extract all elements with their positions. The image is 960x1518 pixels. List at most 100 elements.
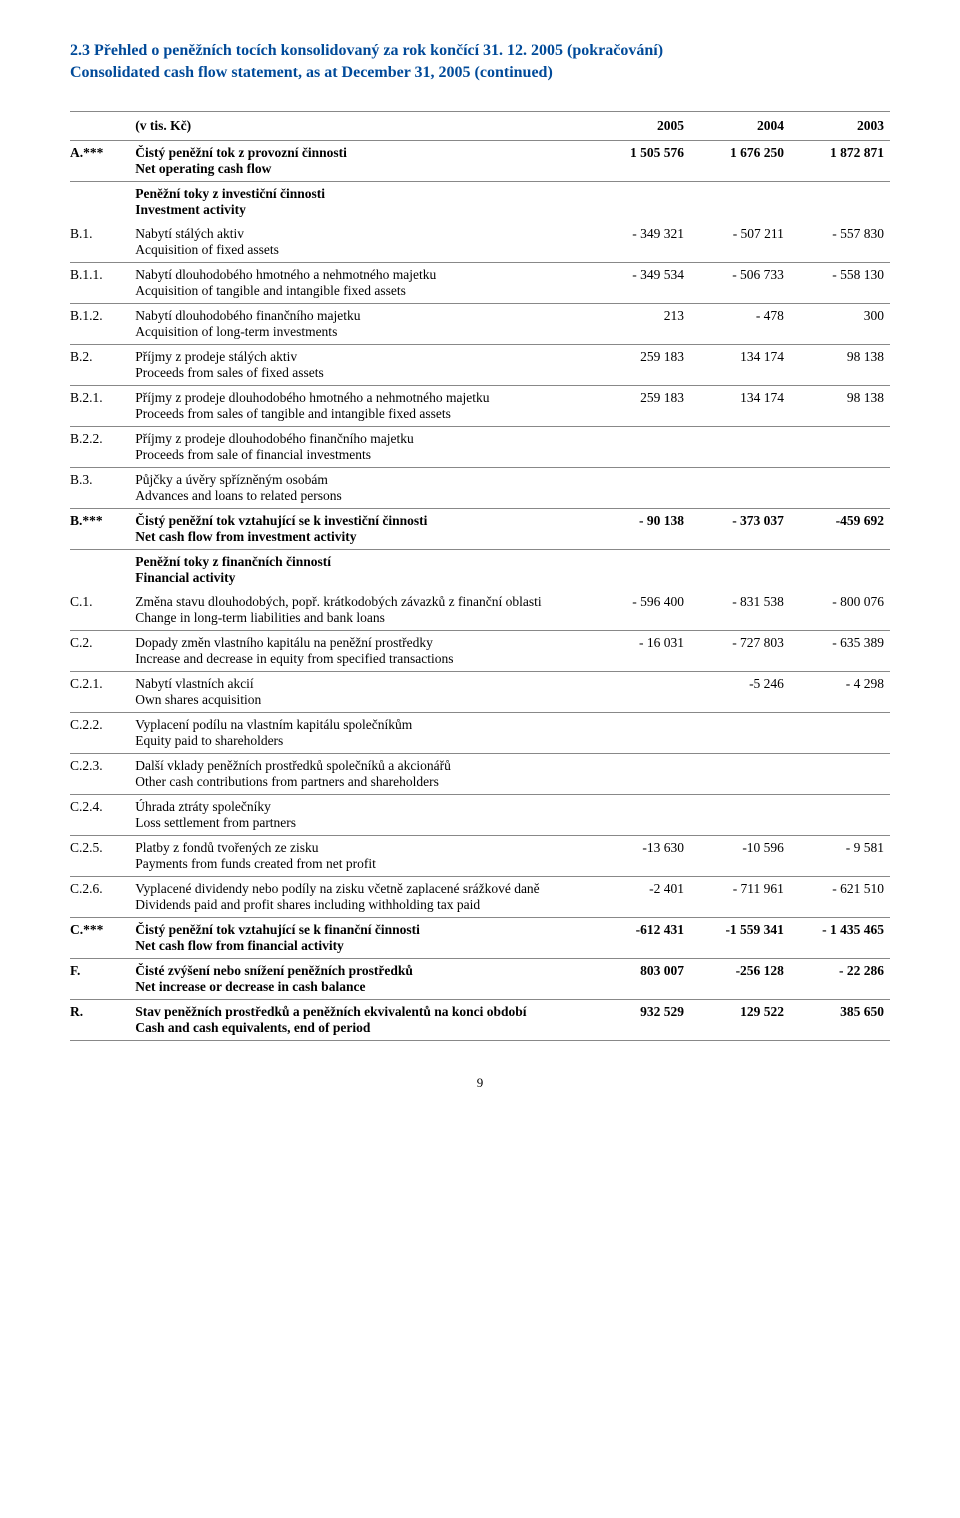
title-line-2: Consolidated cash flow statement, as at … [70,62,890,84]
row-value-3 [790,754,890,795]
row-code: B.1.1. [70,263,135,304]
table-row: C.2.3.Další vklady peněžních prostředků … [70,754,890,795]
row-label-cz: Další vklady peněžních prostředků společ… [135,758,584,774]
row-label-en: Net operating cash flow [135,161,584,177]
row-value-3: 98 138 [790,386,890,427]
table-row: C.2.2.Vyplacení podílu na vlastním kapit… [70,713,890,754]
row-value-3: - 800 076 [790,590,890,631]
row-value-1 [590,795,690,836]
title-line-1: 2.3 Přehled o peněžních tocích konsolido… [70,40,890,62]
row-value-3: 300 [790,304,890,345]
row-description: Nabytí dlouhodobého finančního majetkuAc… [135,304,590,345]
header-year-3: 2003 [790,112,890,141]
row-description: Peněžní toky z finančních činnostíFinanc… [135,550,590,591]
row-label-en: Dividends paid and profit shares includi… [135,897,584,913]
row-label-cz: Vyplacení podílu na vlastním kapitálu sp… [135,717,584,733]
table-row: B.2.Příjmy z prodeje stálých aktivProcee… [70,345,890,386]
row-label-cz: Čistý peněžní tok z provozní činnosti [135,145,584,161]
row-label-en: Increase and decrease in equity from spe… [135,651,584,667]
section-title: 2.3 Přehled o peněžních tocích konsolido… [70,40,890,83]
table-row: R.Stav peněžních prostředků a peněžních … [70,1000,890,1041]
table-row: F.Čisté zvýšení nebo snížení peněžních p… [70,959,890,1000]
table-row: C.1.Změna stavu dlouhodobých, popř. krát… [70,590,890,631]
row-value-3 [790,468,890,509]
row-value-3 [790,182,890,223]
row-value-3: - 1 435 465 [790,918,890,959]
row-description: Příjmy z prodeje stálých aktivProceeds f… [135,345,590,386]
row-description: Dopady změn vlastního kapitálu na peněžn… [135,631,590,672]
row-value-1: -13 630 [590,836,690,877]
row-code: B.2.1. [70,386,135,427]
row-value-3: - 4 298 [790,672,890,713]
table-row: B.2.2.Příjmy z prodeje dlouhodobého fina… [70,427,890,468]
row-label-en: Payments from funds created from net pro… [135,856,584,872]
table-row: Peněžní toky z finančních činnostíFinanc… [70,550,890,591]
row-value-1: 259 183 [590,345,690,386]
row-value-3: - 558 130 [790,263,890,304]
table-row: B.1.1.Nabytí dlouhodobého hmotného a neh… [70,263,890,304]
row-label-en: Acquisition of long-term investments [135,324,584,340]
row-label-cz: Příjmy z prodeje stálých aktiv [135,349,584,365]
row-code: B.1.2. [70,304,135,345]
row-value-2: -10 596 [690,836,790,877]
row-label-cz: Půjčky a úvěry spřízněným osobám [135,472,584,488]
table-row: C.2.6.Vyplacené dividendy nebo podíly na… [70,877,890,918]
row-value-2: -1 559 341 [690,918,790,959]
row-value-2: - 727 803 [690,631,790,672]
row-label-cz: Čisté zvýšení nebo snížení peněžních pro… [135,963,584,979]
row-value-2 [690,795,790,836]
row-label-cz: Příjmy z prodeje dlouhodobého finančního… [135,431,584,447]
row-value-1 [590,713,690,754]
row-value-1: 803 007 [590,959,690,1000]
row-code: C.2.4. [70,795,135,836]
row-value-1: -2 401 [590,877,690,918]
row-label-en: Other cash contributions from partners a… [135,774,584,790]
row-label-en: Acquisition of fixed assets [135,242,584,258]
row-value-1 [590,754,690,795]
row-value-1: 1 505 576 [590,141,690,182]
table-row: A.***Čistý peněžní tok z provozní činnos… [70,141,890,182]
row-label-en: Own shares acquisition [135,692,584,708]
row-label-cz: Nabytí dlouhodobého hmotného a nehmotnéh… [135,267,584,283]
table-row: C.2.5.Platby z fondů tvořených ze ziskuP… [70,836,890,877]
row-value-2: 129 522 [690,1000,790,1041]
row-value-1: 932 529 [590,1000,690,1041]
row-value-2: 134 174 [690,386,790,427]
row-value-2: - 478 [690,304,790,345]
row-label-cz: Čistý peněžní tok vztahující se k finanč… [135,922,584,938]
table-row: C.2.4.Úhrada ztráty společníkyLoss settl… [70,795,890,836]
row-code: C.2.1. [70,672,135,713]
cashflow-table: (v tis. Kč) 2005 2004 2003 A.***Čistý pe… [70,111,890,1041]
row-value-2 [690,550,790,591]
table-row: B.***Čistý peněžní tok vztahující se k i… [70,509,890,550]
row-value-3: - 22 286 [790,959,890,1000]
row-label-en: Net cash flow from investment activity [135,529,584,545]
row-label-en: Loss settlement from partners [135,815,584,831]
row-value-1: 213 [590,304,690,345]
row-code: C.2.5. [70,836,135,877]
header-unit-code [70,112,135,141]
table-row: B.1.2.Nabytí dlouhodobého finančního maj… [70,304,890,345]
table-row: B.2.1.Příjmy z prodeje dlouhodobého hmot… [70,386,890,427]
table-row: Peněžní toky z investiční činnostiInvest… [70,182,890,223]
row-value-2 [690,182,790,223]
row-description: Změna stavu dlouhodobých, popř. krátkodo… [135,590,590,631]
row-value-1 [590,427,690,468]
row-value-3 [790,713,890,754]
row-label-cz: Čistý peněžní tok vztahující se k invest… [135,513,584,529]
row-value-2: -256 128 [690,959,790,1000]
row-value-3 [790,550,890,591]
row-label-cz: Stav peněžních prostředků a peněžních ek… [135,1004,584,1020]
row-description: Nabytí dlouhodobého hmotného a nehmotnéh… [135,263,590,304]
table-row: C.2.Dopady změn vlastního kapitálu na pe… [70,631,890,672]
row-description: Čistý peněžní tok vztahující se k invest… [135,509,590,550]
row-value-3: -459 692 [790,509,890,550]
row-label-cz: Peněžní toky z investiční činnosti [135,186,584,202]
row-label-en: Net cash flow from financial activity [135,938,584,954]
row-label-cz: Úhrada ztráty společníky [135,799,584,815]
row-value-1: - 349 534 [590,263,690,304]
row-label-en: Change in long-term liabilities and bank… [135,610,584,626]
row-value-2 [690,468,790,509]
page-number: 9 [70,1075,890,1091]
row-description: Peněžní toky z investiční činnostiInvest… [135,182,590,223]
